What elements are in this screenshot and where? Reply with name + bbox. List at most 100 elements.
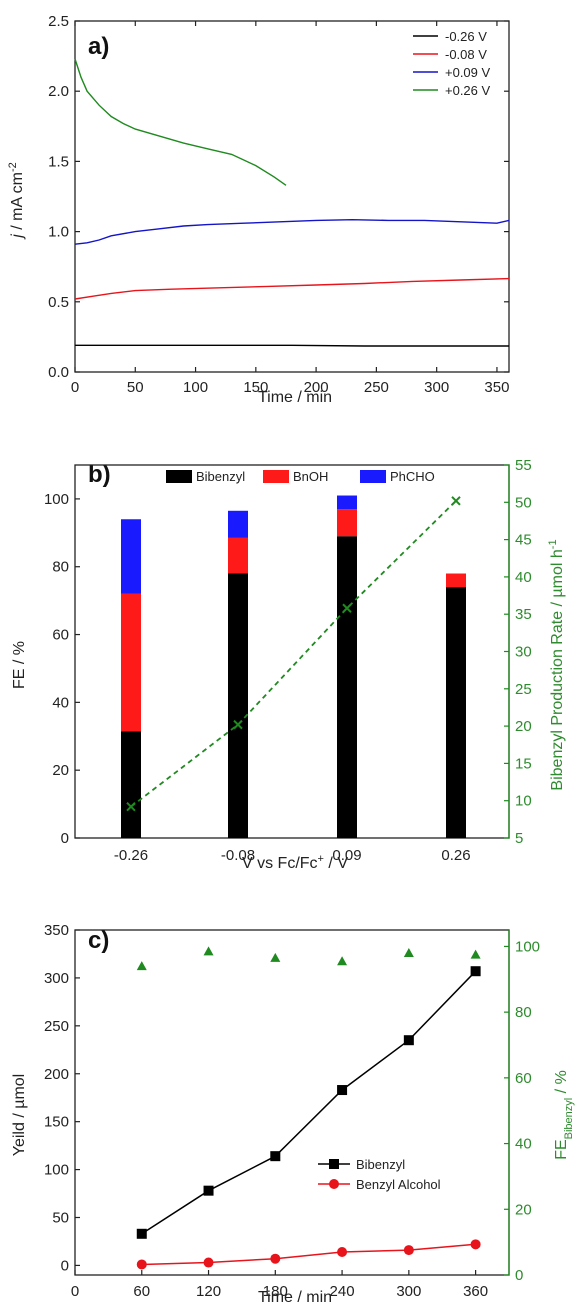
panel-a-legend-label-0: -0.26 V (445, 29, 487, 44)
panel-c-ytick-label: 0 (61, 1257, 69, 1274)
panel-a-xtick-label: 250 (364, 379, 389, 396)
panel-c-label: c) (88, 927, 109, 954)
panel-c-plot-frame (74, 929, 510, 1276)
panel-b-bar-phcho-1 (228, 510, 248, 538)
panel-b-label: b) (88, 461, 111, 488)
panel-b-y2tick-label: 15 (515, 755, 532, 772)
panel-a-series-line-3 (74, 58, 287, 186)
panel-b-y2tick-label: 30 (515, 644, 532, 661)
panel-b-ytick-label: 100 (44, 491, 69, 508)
panel-b-legend-swatch-0 (166, 470, 192, 483)
panel-c-fe-point-0 (136, 961, 147, 971)
panel-b-y2tick-label: 45 (515, 532, 532, 549)
panel-c-ytick-label: 200 (44, 1066, 69, 1083)
panel-b-legend-label-1: BnOH (293, 469, 328, 484)
panel-c-fe-point-1 (203, 946, 214, 956)
panel-b-bar-phcho-0 (121, 519, 141, 594)
panel-b-rate-point-0 (126, 801, 136, 812)
panel-b-legend-swatch-1 (263, 470, 289, 483)
panel-c-point-0-4 (403, 1035, 414, 1046)
panel-b-y2tick-label: 10 (515, 793, 532, 810)
panel-a-ytick-label: 2.5 (48, 13, 69, 30)
panel-c-y2tick-label: 80 (515, 1004, 532, 1021)
panel-c-point-1-1 (203, 1257, 214, 1268)
panel-c-series-line-1 (141, 1243, 476, 1266)
panel-c-ytick-label: 50 (52, 1210, 69, 1227)
panel-b-rate-point-1 (233, 719, 243, 730)
panel-b-xtick-label: 0.09 (332, 847, 361, 864)
panel-b-bar-bnoh-3 (446, 573, 466, 588)
panel-b-bar-phcho-2 (337, 495, 357, 510)
panel-c-legend-marker-0 (329, 1159, 339, 1169)
panel-a-ytick-label: 1.0 (48, 224, 69, 241)
panel-b-bar-bibenzyl-2 (337, 536, 357, 838)
panel-b-xtick-label: 0.26 (441, 847, 470, 864)
panel-a-plot-frame (74, 20, 510, 373)
panel-c-ytick-label: 350 (44, 922, 69, 939)
panel-c-legend-marker-1 (329, 1179, 339, 1189)
panel-c-ytick-label: 250 (44, 1018, 69, 1035)
panel-c-xtick-label: 0 (71, 1283, 79, 1300)
panel-a-ytick-label: 1.5 (48, 153, 69, 170)
panel-c-y2tick-label: 100 (515, 938, 540, 955)
panel-a-legend-label-1: -0.08 V (445, 47, 487, 62)
panel-a-xtick-label: 50 (127, 379, 144, 396)
panel-c-y2tick-label: 40 (515, 1136, 532, 1153)
panel-c-legend-label-0: Bibenzyl (356, 1157, 405, 1172)
panel-c-y2tick-label: 60 (515, 1070, 532, 1087)
panel-c-xtick-label: 300 (396, 1283, 421, 1300)
panel-b-ytick-label: 20 (52, 762, 69, 779)
panel-c-y2label: FEBibenzyl / % (553, 1070, 575, 1160)
panel-a-label: a) (88, 33, 109, 60)
panel-b-legend-label-2: PhCHO (390, 469, 435, 484)
panel-c-xtick-label: 180 (263, 1283, 288, 1300)
panel-a-series-line-2 (74, 218, 510, 245)
panel-a: a) j / mA cm-2 Time / min 0 50 100 150 200 25… (7, 13, 510, 406)
panel-b-bar-bnoh-0 (121, 593, 141, 732)
panel-a-xlabel: Time / min (258, 389, 332, 406)
panel-b-rate-point-2 (342, 603, 352, 613)
panel-a-xtick-label: 0 (71, 379, 79, 396)
panel-b-ylabel: FE / % (11, 641, 28, 689)
panel-b-bar-bibenzyl-1 (228, 573, 248, 838)
panel-b-y2label: Bibenzyl Production Rate / µmol h-1 (547, 539, 566, 790)
panel-c-point-1-5 (470, 1239, 481, 1250)
panel-c-xtick-label: 240 (330, 1283, 355, 1300)
panel-b-bar-bibenzyl-0 (121, 731, 141, 838)
panel-b-legend-swatch-2 (360, 470, 386, 483)
panel-b-y2tick-label: 40 (515, 569, 532, 586)
panel-b-rate-line (130, 500, 457, 808)
panel-a-xtick-label: 350 (484, 379, 509, 396)
panel-a-xtick-label: 150 (243, 379, 268, 396)
panel-c-point-0-1 (203, 1185, 214, 1196)
panel-a-xtick-label: 300 (424, 379, 449, 396)
panel-c-ytick-label: 300 (44, 970, 69, 987)
panel-b-legend-label-0: Bibenzyl (196, 469, 245, 484)
panel-b-ytick-label: 80 (52, 559, 69, 576)
panel-c-y2tick-label: 20 (515, 1201, 532, 1218)
panel-a-xtick-label: 100 (183, 379, 208, 396)
panel-b: b) FE / % Bibenzyl Production Rate / µmo… (11, 457, 566, 872)
panel-c-point-1-4 (403, 1245, 414, 1256)
panel-b-y2tick-label: 20 (515, 718, 532, 735)
panel-b-bar-bnoh-2 (337, 509, 357, 537)
panel-c-fe-point-4 (403, 948, 414, 957)
panel-c-point-0-5 (470, 966, 481, 977)
panel-c-ylabel: Yeild / µmol (11, 1074, 28, 1156)
panel-c-xtick-label: 120 (196, 1283, 221, 1300)
panel-c-fe-point-2 (270, 952, 281, 962)
panel-a-ytick-label: 0.5 (48, 294, 69, 311)
panel-c-series-line-0 (141, 970, 477, 1235)
panel-c-y2tick-label: 0 (515, 1267, 523, 1284)
panel-b-y2tick-label: 55 (515, 457, 532, 474)
panel-c-xtick-label: 60 (133, 1283, 150, 1300)
panel-a-legend-label-2: +0.09 V (445, 65, 491, 80)
panel-a-ylabel: j / mA cm-2 (7, 162, 26, 240)
panel-c-point-0-3 (337, 1085, 348, 1096)
panel-a-series-line-1 (74, 277, 510, 300)
panel-c-point-0-0 (136, 1228, 147, 1239)
panel-c-fe-point-5 (470, 949, 481, 959)
panel-b-bar-bnoh-1 (228, 537, 248, 574)
panel-c-point-1-3 (337, 1247, 348, 1257)
